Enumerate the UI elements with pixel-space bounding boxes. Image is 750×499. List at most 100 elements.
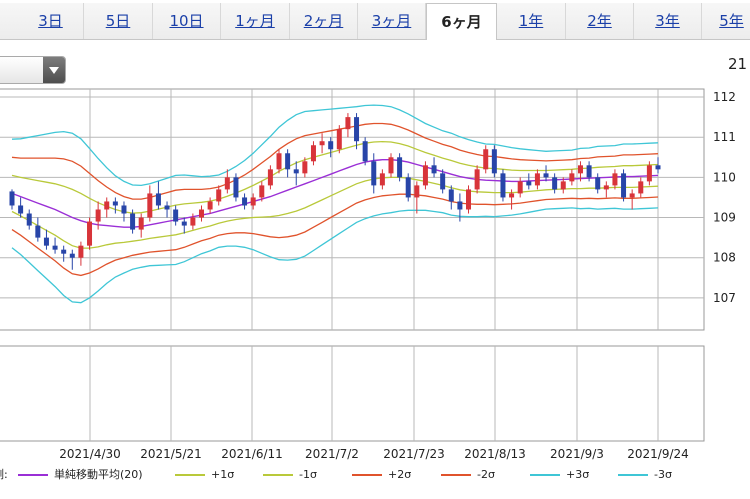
candle-up: [87, 221, 93, 246]
price-chart: 112 111 110 109 108 107 2021/4/30 2021/5/21 2021…: [0, 88, 736, 461]
chevron-down-icon[interactable]: [43, 57, 65, 83]
candle-up: [104, 201, 110, 210]
candle-down: [164, 205, 170, 210]
candle-down: [440, 173, 446, 190]
candle-down: [61, 249, 67, 254]
candle-down: [405, 177, 411, 198]
candle-down: [293, 169, 299, 174]
candle-down: [233, 177, 239, 198]
tab-underline: [634, 39, 702, 40]
sma20-line: [11, 158, 659, 228]
legend-prefix: 凡例:: [0, 468, 8, 481]
candle-down: [121, 205, 127, 214]
legend-label: +1σ: [211, 468, 235, 481]
tab-8[interactable]: 1年: [497, 3, 566, 40]
candle-up: [319, 141, 325, 146]
candle-up: [78, 245, 84, 258]
candle-up: [466, 189, 472, 210]
legend-label: +2σ: [388, 468, 412, 481]
candle-down: [18, 205, 24, 214]
candle-up: [95, 209, 101, 222]
band-minus-2-sigma: [11, 193, 659, 277]
tab-11[interactable]: 5年: [702, 3, 750, 40]
candle-down: [155, 193, 161, 206]
legend-item: -2σ: [441, 466, 495, 484]
legend-item: +1σ: [175, 466, 234, 484]
legend-swatch: [352, 474, 382, 476]
corner-value: 21: [728, 55, 748, 73]
candle-down: [181, 221, 187, 226]
x-tick-label: 2021/7/23: [383, 447, 445, 461]
legend-label: -3σ: [654, 468, 672, 481]
tab-4[interactable]: 1ヶ月: [221, 3, 290, 40]
y-tick-label: 112: [713, 90, 736, 104]
legend-swatch: [18, 474, 48, 476]
candle-down: [52, 245, 58, 250]
legend-swatch: [263, 474, 293, 476]
tab-6[interactable]: 3ヶ月: [358, 3, 426, 40]
legend-label: +3σ: [566, 468, 590, 481]
candle-up: [509, 193, 515, 198]
candle-up: [577, 165, 583, 174]
legend-label: -1σ: [299, 468, 317, 481]
candle-down: [543, 173, 549, 178]
candle-down: [655, 165, 661, 170]
candle-down: [9, 191, 15, 206]
candle-down: [354, 117, 360, 142]
band-minus-1-sigma: [11, 176, 659, 249]
tab-5[interactable]: 2ヶ月: [290, 3, 358, 40]
legend-swatch: [618, 474, 648, 476]
tab-10[interactable]: 3年: [634, 3, 702, 40]
candle-up: [198, 209, 204, 218]
candle-down: [552, 177, 558, 190]
tab-1[interactable]: 3日: [0, 3, 84, 40]
tab-underline: [702, 39, 750, 40]
tab-3[interactable]: 10日: [153, 3, 221, 40]
tab-9[interactable]: 2年: [566, 3, 634, 40]
candle-down: [285, 153, 291, 170]
candle-up: [517, 181, 523, 194]
tab-7[interactable]: 6ヶ月: [426, 3, 497, 40]
candle-down: [500, 173, 506, 198]
band-minus-3-sigma: [11, 207, 659, 304]
candle-down: [448, 189, 454, 202]
legend-item: +2σ: [352, 466, 411, 484]
candle-down: [26, 213, 32, 226]
candle-up: [569, 173, 575, 182]
candle-down: [526, 181, 532, 186]
candle-down: [621, 173, 627, 198]
tab-underline: [0, 39, 84, 40]
tab-underline: [221, 39, 290, 40]
candle-down: [130, 213, 136, 230]
legend-label: -2σ: [477, 468, 495, 481]
x-tick-label: 2021/9/24: [627, 447, 689, 461]
tab-underline: [153, 39, 221, 40]
candle-up: [302, 161, 308, 174]
candle-up: [224, 177, 230, 190]
candle-up: [612, 173, 618, 186]
legend-item: -3σ: [618, 466, 672, 484]
chart-type-select[interactable]: [0, 56, 66, 84]
chart-legend: 凡例: 単純移動平均(20) +1σ -1σ +2σ -2σ +3σ -3σ: [0, 466, 750, 484]
period-tabs: 3日 5日 10日 1ヶ月 2ヶ月 3ヶ月 6ヶ月 1年 2年 3年 5年: [0, 0, 750, 40]
legend-swatch: [175, 474, 205, 476]
candle-up: [483, 149, 489, 170]
tab-underline: [497, 39, 566, 40]
sub-panel: [0, 345, 705, 442]
candle-down: [491, 149, 497, 174]
candle-up: [336, 129, 342, 150]
candle-up: [190, 217, 196, 226]
y-tick-label: 109: [713, 211, 736, 225]
candle-up: [379, 173, 385, 186]
candle-up: [276, 153, 282, 170]
candle-up: [207, 201, 213, 210]
candle-down: [431, 165, 437, 174]
candle-down: [173, 209, 179, 222]
tab-2[interactable]: 5日: [84, 3, 153, 40]
candle-up: [259, 185, 265, 198]
candle-up: [267, 169, 273, 186]
candle-up: [603, 185, 609, 190]
legend-item: +3σ: [530, 466, 589, 484]
x-tick-label: 2021/9/3: [550, 447, 604, 461]
candle-down: [328, 141, 334, 150]
